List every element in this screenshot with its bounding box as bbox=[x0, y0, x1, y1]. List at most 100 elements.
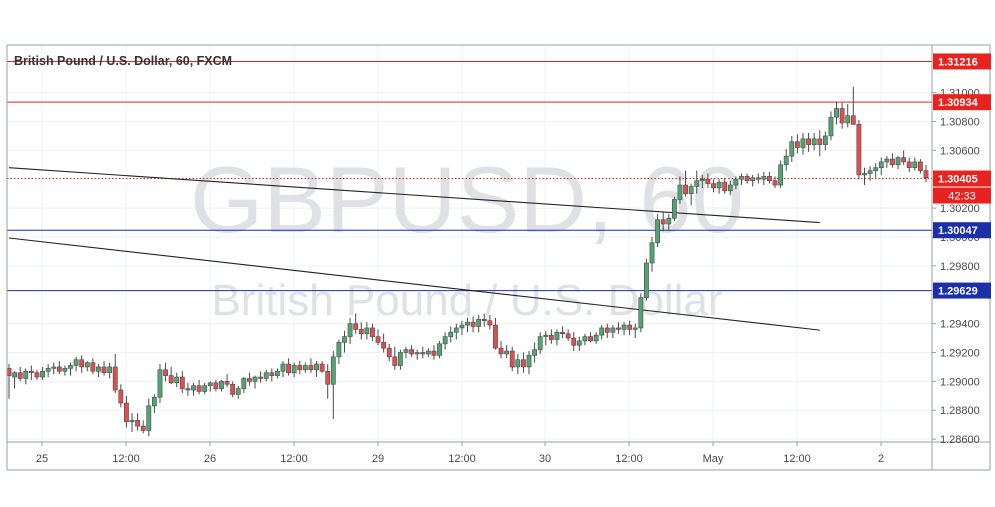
candle-body bbox=[79, 359, 85, 368]
candle-body bbox=[17, 372, 23, 379]
y-tick-label: 1.28800 bbox=[940, 405, 980, 417]
candle-body bbox=[140, 425, 146, 431]
candle bbox=[442, 332, 448, 350]
y-tick-label: 1.29400 bbox=[940, 319, 980, 331]
candle bbox=[627, 320, 633, 336]
candle-body bbox=[638, 297, 644, 329]
candle-body bbox=[319, 363, 325, 372]
candle-body bbox=[84, 362, 90, 368]
candle-body bbox=[509, 350, 515, 368]
candle bbox=[202, 382, 208, 395]
candle-body bbox=[666, 217, 672, 225]
candle bbox=[437, 340, 442, 359]
candle-body bbox=[219, 381, 224, 389]
candle-body bbox=[314, 363, 319, 371]
candle-body bbox=[274, 370, 280, 376]
candle bbox=[179, 371, 185, 393]
candle bbox=[23, 368, 29, 385]
candle-body bbox=[280, 363, 286, 372]
price-label-support: 1.30047 bbox=[938, 225, 978, 237]
candle-body bbox=[297, 365, 303, 371]
candle bbox=[185, 382, 191, 396]
candle bbox=[425, 348, 431, 357]
candle bbox=[677, 176, 683, 204]
trendline bbox=[8, 167, 820, 224]
candle bbox=[12, 371, 17, 389]
price-label-resistance: 1.30934 bbox=[938, 97, 979, 109]
candle bbox=[733, 176, 739, 190]
candle bbox=[850, 86, 856, 125]
price-label-resistance: 1.31216 bbox=[938, 56, 978, 68]
candle bbox=[593, 332, 599, 344]
candle bbox=[274, 368, 280, 379]
price-label-support: 1.29629 bbox=[938, 286, 978, 298]
candle bbox=[459, 320, 465, 336]
candle bbox=[621, 322, 627, 336]
candle-body bbox=[660, 219, 666, 225]
candle-body bbox=[358, 329, 364, 335]
candle-body bbox=[202, 385, 208, 392]
candle-body bbox=[90, 362, 96, 372]
candle bbox=[241, 377, 247, 393]
candle-body bbox=[884, 158, 890, 163]
candle-body bbox=[699, 178, 705, 182]
candle bbox=[705, 173, 711, 188]
candle bbox=[230, 381, 236, 398]
candle-body bbox=[811, 138, 817, 145]
candle-body bbox=[604, 327, 610, 333]
candle-body bbox=[353, 323, 359, 330]
candle-body bbox=[867, 170, 873, 174]
candle bbox=[800, 133, 806, 155]
candle bbox=[901, 150, 907, 165]
candle bbox=[325, 364, 331, 399]
candle-body bbox=[918, 161, 923, 171]
candle-body bbox=[688, 186, 694, 194]
candle bbox=[34, 369, 40, 380]
candle bbox=[666, 213, 672, 232]
candle bbox=[599, 325, 605, 340]
candle bbox=[906, 157, 912, 173]
candle-body bbox=[683, 184, 688, 194]
candle-body bbox=[705, 178, 711, 184]
candle bbox=[247, 372, 252, 386]
price-label-bg bbox=[933, 170, 991, 187]
candle-body bbox=[375, 336, 381, 343]
watermark-symbol: GBPUSD, 60 bbox=[190, 147, 744, 252]
candle bbox=[722, 177, 728, 194]
candle bbox=[157, 364, 163, 404]
candle-body bbox=[755, 177, 761, 180]
candle bbox=[918, 159, 923, 174]
candle bbox=[168, 366, 174, 385]
candle-body bbox=[135, 420, 141, 427]
candle bbox=[817, 130, 823, 157]
candle bbox=[884, 156, 890, 168]
candle bbox=[196, 379, 202, 395]
candle-body bbox=[62, 368, 68, 372]
trendline bbox=[8, 237, 820, 331]
candle-body bbox=[778, 164, 784, 186]
candle bbox=[101, 361, 107, 376]
candle-body bbox=[850, 115, 856, 125]
x-tick-label: 12:00 bbox=[783, 453, 811, 465]
candle bbox=[912, 157, 918, 171]
candle-body bbox=[515, 359, 521, 368]
candle bbox=[604, 323, 610, 339]
candle bbox=[767, 172, 772, 184]
candle-body bbox=[504, 350, 510, 355]
candle-body bbox=[28, 370, 34, 374]
candle-body bbox=[347, 323, 353, 337]
candle bbox=[224, 374, 230, 388]
candle bbox=[582, 333, 588, 346]
candle bbox=[28, 365, 34, 380]
candle-body bbox=[733, 178, 739, 186]
candle-body bbox=[856, 124, 862, 176]
candle-body bbox=[68, 365, 73, 369]
candle-body bbox=[576, 340, 582, 346]
y-tick-label: 1.29200 bbox=[940, 347, 980, 359]
candle-body bbox=[235, 388, 241, 395]
candle-body bbox=[151, 396, 157, 407]
candle-body bbox=[783, 155, 789, 166]
candle bbox=[465, 317, 470, 333]
candle-body bbox=[96, 366, 101, 372]
candle bbox=[576, 336, 582, 352]
